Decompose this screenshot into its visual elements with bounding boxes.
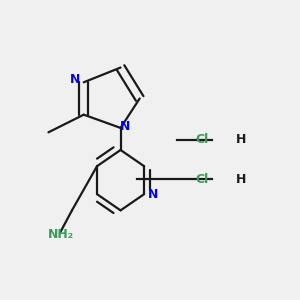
Text: N: N [70, 73, 80, 86]
Text: H: H [236, 133, 247, 146]
Text: Cl: Cl [195, 133, 208, 146]
Text: N: N [148, 188, 158, 201]
Text: NH₂: NH₂ [48, 228, 74, 241]
Text: N: N [120, 120, 130, 133]
Text: H: H [236, 173, 247, 186]
Text: Cl: Cl [195, 173, 208, 186]
